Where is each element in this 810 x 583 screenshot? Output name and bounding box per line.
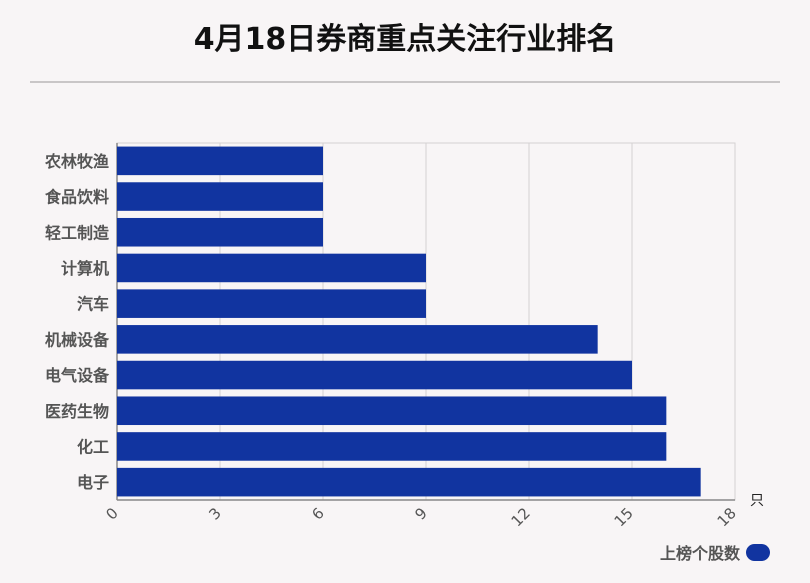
x-tick-label: 12 (508, 504, 534, 530)
category-label: 机械设备 (45, 330, 110, 349)
x-tick-label: 9 (411, 504, 430, 523)
bar (117, 432, 667, 461)
chart-title: 4月18日券商重点关注行业排名 (193, 22, 617, 57)
category-label: 食品饮料 (44, 188, 109, 207)
bar (117, 146, 323, 176)
category-label: 电子 (77, 473, 109, 492)
x-tick-label: 18 (714, 504, 740, 530)
x-tick-labels: 0 3 6 9 12 15 18 (102, 504, 739, 530)
bar (117, 325, 598, 354)
x-tick-label: 6 (308, 504, 327, 523)
bar (117, 217, 323, 247)
bar (117, 289, 426, 318)
bar (117, 467, 701, 497)
legend-label: 上榜个股数 (659, 544, 740, 563)
category-label: 汽车 (77, 295, 109, 314)
x-tick-label: 15 (611, 504, 637, 530)
category-label: 农林牧渔 (44, 152, 109, 171)
x-tick-label: 3 (205, 504, 224, 523)
bar (117, 182, 323, 211)
title-divider (30, 81, 780, 83)
bar (117, 253, 426, 283)
category-label: 轻工制造 (45, 223, 110, 242)
x-axis-unit-label: 只 (750, 493, 764, 509)
category-label: 电气设备 (45, 366, 110, 385)
category-label: 化工 (77, 437, 109, 456)
x-tick-label: 0 (102, 504, 121, 523)
legend: 上榜个股数 (660, 540, 770, 564)
bar (117, 360, 632, 390)
legend-swatch (746, 543, 770, 561)
bars (117, 146, 701, 497)
category-label: 计算机 (61, 259, 109, 278)
bar (117, 396, 667, 426)
category-label: 医药生物 (45, 402, 109, 421)
